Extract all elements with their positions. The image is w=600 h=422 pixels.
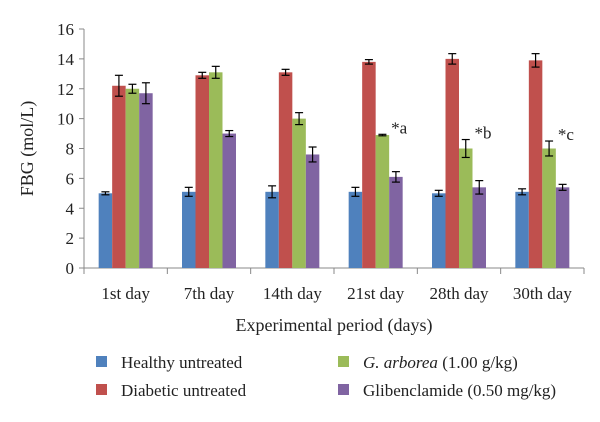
x-tick-label: 7th day — [184, 284, 235, 303]
legend-label-glibenclamide: Glibenclamide (0.50 mg/kg) — [363, 381, 557, 401]
y-axis-title: FBG (mol/L) — [17, 101, 38, 197]
legend-label-g-arborea-italic: G. arborea — [363, 353, 438, 373]
bar — [542, 148, 556, 268]
bar — [445, 58, 459, 268]
bar — [305, 154, 320, 268]
bar — [265, 191, 279, 268]
legend-item-g-arborea: G. arborea (1.00 g/kg) — [338, 352, 518, 373]
chart-labels: 0 2 4 6 8 10 12 14 16 1st day 7th day 14th day 21st … — [17, 20, 574, 336]
y-tick-label: 16 — [57, 20, 74, 39]
legend-label-g-arborea: G. arborea (1.00 g/kg) — [363, 353, 518, 372]
bar — [112, 85, 126, 268]
bar — [375, 135, 390, 268]
legend-swatch-diabetic — [96, 383, 107, 395]
bar — [528, 60, 543, 269]
y-tick-label: 6 — [66, 169, 75, 188]
bar — [472, 187, 486, 268]
bar — [362, 61, 376, 268]
bar — [389, 176, 403, 268]
y-tick-label: 8 — [66, 140, 75, 159]
bar — [515, 191, 529, 268]
x-tick-label: 28th day — [429, 284, 489, 303]
chart-bars — [98, 53, 570, 269]
y-tick-label: 4 — [66, 199, 75, 218]
bar — [182, 191, 196, 268]
bar — [125, 88, 140, 268]
significance-annotation: *b — [475, 124, 492, 143]
bar — [278, 72, 293, 268]
legend-label-g-arborea-dose: (1.00 g/kg) — [437, 353, 518, 373]
bar — [292, 118, 306, 268]
legend-item-diabetic: Diabetic untreated — [96, 380, 246, 401]
legend-item-glibenclamide: Glibenclamide (0.50 mg/kg) — [338, 380, 556, 401]
y-tick-label: 0 — [66, 259, 75, 278]
bar — [195, 75, 209, 269]
bar — [209, 72, 223, 268]
significance-annotation: *a — [391, 118, 408, 137]
legend-label-diabetic: Diabetic untreated — [121, 381, 247, 401]
bar — [98, 193, 113, 268]
bar — [459, 148, 473, 268]
bar — [222, 133, 236, 268]
chart-axes — [79, 28, 585, 274]
legend-swatch-glibenclamide — [338, 383, 349, 395]
bar — [348, 191, 363, 268]
y-tick-label: 10 — [57, 110, 74, 129]
x-tick-label: 1st day — [101, 284, 150, 303]
significance-annotation: *c — [558, 125, 575, 144]
x-tick-label: 21st day — [347, 284, 405, 303]
x-axis-title: Experimental period (days) — [236, 315, 433, 336]
legend-swatch-g-arborea — [338, 355, 349, 367]
y-tick-label: 12 — [57, 80, 74, 99]
x-tick-label: 14th day — [263, 284, 323, 303]
y-tick-label: 14 — [57, 50, 75, 69]
legend-swatch-healthy — [96, 355, 107, 367]
legend-item-healthy: Healthy untreated — [96, 352, 242, 373]
bar — [555, 187, 570, 268]
bar — [432, 193, 446, 268]
legend-label-healthy: Healthy untreated — [121, 353, 243, 373]
x-tick-label: 30th day — [513, 284, 573, 303]
y-tick-label: 2 — [66, 229, 75, 248]
bar — [139, 93, 153, 268]
